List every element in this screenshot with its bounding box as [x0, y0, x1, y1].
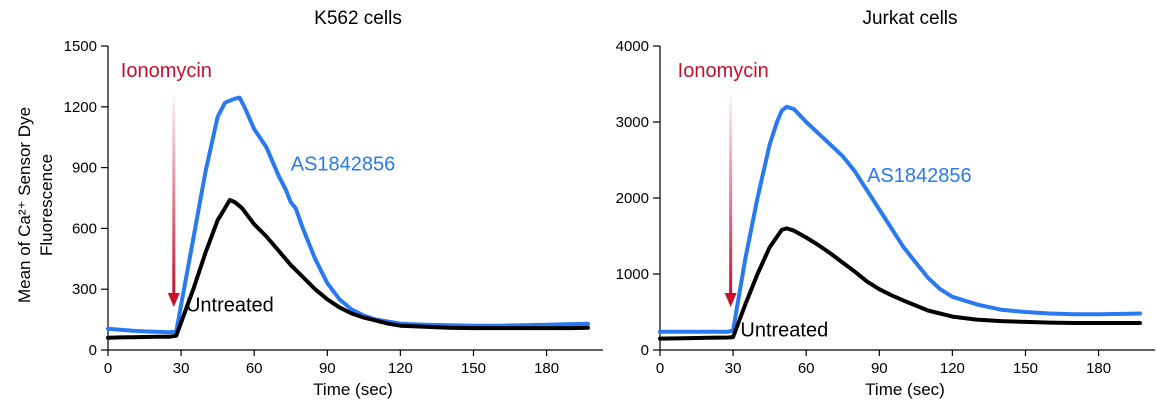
series-label-as1842856: AS1842856 [867, 165, 972, 187]
y-tick-label: 600 [72, 220, 97, 237]
chart-title: K562 cells [314, 8, 402, 29]
ionomycin-label: Ionomycin [678, 60, 769, 82]
x-tick-label: 120 [940, 360, 965, 377]
x-axis-title: Time (sec) [865, 380, 945, 399]
x-tick-label: 90 [319, 360, 336, 377]
series-line-untreated [658, 226, 1142, 341]
y-axis-title: Mean of Ca²⁺ Sensor Dye Fluorescence [15, 107, 56, 303]
ionomycin-arrow-head [724, 293, 737, 307]
y-tick-label: 900 [72, 160, 97, 177]
series-label-untreated: Untreated [186, 294, 274, 316]
x-tick-label: 30 [725, 360, 742, 377]
x-tick-label: 0 [656, 360, 664, 377]
x-tick-label: 0 [104, 360, 112, 377]
x-tick-label: 150 [461, 360, 486, 377]
y-tick-label: 0 [89, 342, 97, 359]
x-axis-title: Time (sec) [313, 380, 393, 399]
y-axis-title-line2: Fluorescence [37, 154, 56, 256]
series-label-as1842856: AS1842856 [291, 154, 396, 176]
y-tick-label: 4000 [616, 38, 649, 55]
y-tick-label: 300 [72, 281, 97, 298]
y-axis-title-line1: Mean of Ca²⁺ Sensor Dye [15, 107, 34, 303]
x-tick-label: 180 [534, 360, 559, 377]
x-tick-label: 120 [388, 360, 413, 377]
ionomycin-arrow-shaft [172, 88, 176, 295]
chart-title: Jurkat cells [862, 8, 957, 29]
series-line-as1842856 [658, 104, 1142, 334]
x-tick-label: 90 [871, 360, 888, 377]
ionomycin-label: Ionomycin [121, 60, 212, 82]
chart-panel-k562: K562 cells 0 300 600 900 1200 1500 0 30 60 90 120 15… [64, 8, 603, 399]
series-line-untreated [106, 198, 590, 340]
x-tick-label: 60 [246, 360, 263, 377]
y-tick-label: 0 [641, 342, 649, 359]
y-tick-label: 1200 [64, 99, 97, 116]
x-tick-label: 30 [173, 360, 190, 377]
chart-panel-jurkat: Jurkat cells 0 1000 2000 3000 4000 0 30 60 90 120 1… [616, 8, 1155, 399]
x-tick-label: 60 [798, 360, 815, 377]
series-line-as1842856 [106, 95, 590, 335]
y-tick-label: 1500 [64, 38, 97, 55]
series-label-untreated: Untreated [740, 319, 828, 341]
x-tick-label: 150 [1013, 360, 1038, 377]
x-tick-label: 180 [1086, 360, 1111, 377]
y-tick-label: 2000 [616, 190, 649, 207]
y-tick-label: 1000 [616, 266, 649, 283]
ionomycin-arrow-shaft [729, 88, 733, 295]
ionomycin-arrow-head [167, 293, 180, 307]
y-tick-label: 3000 [616, 114, 649, 131]
